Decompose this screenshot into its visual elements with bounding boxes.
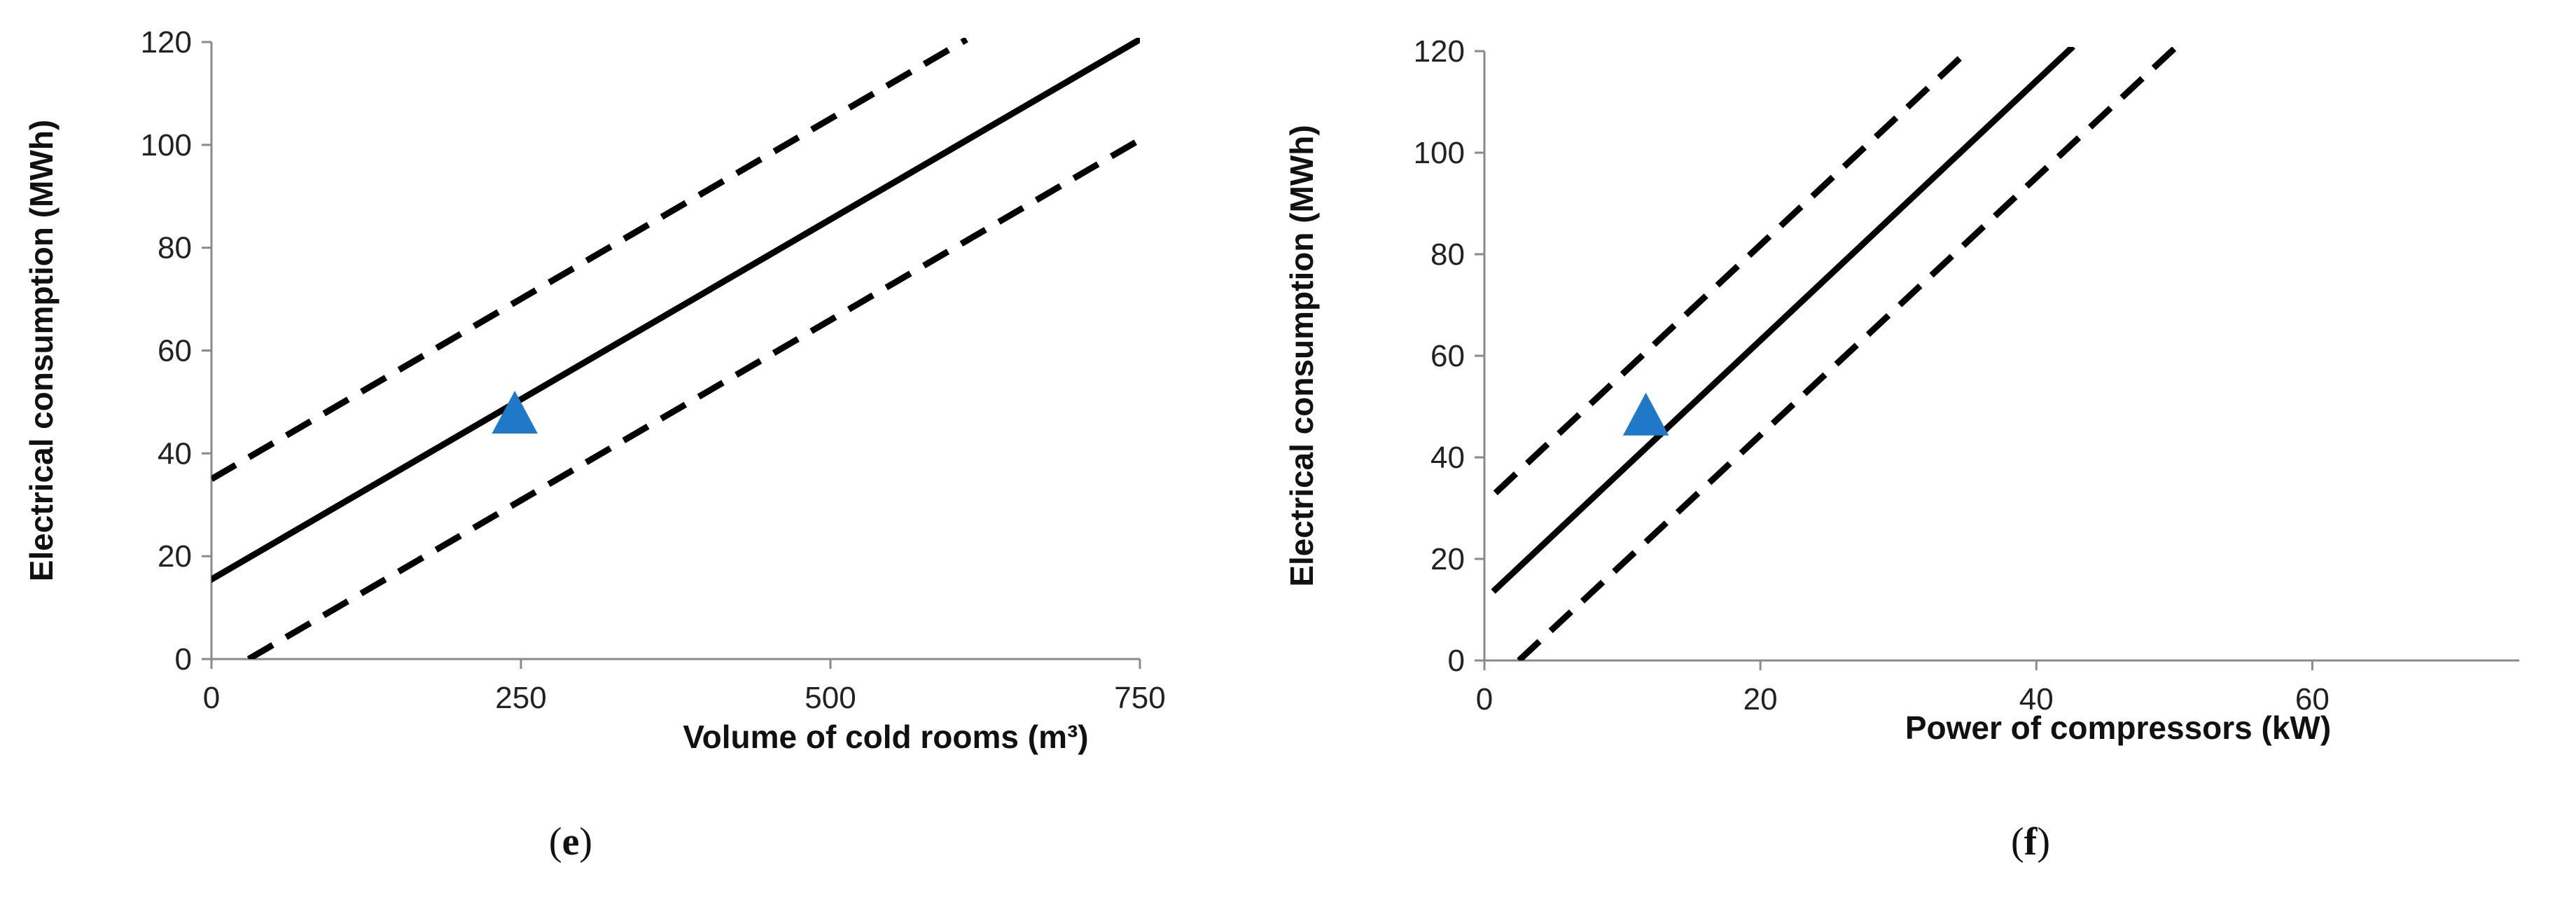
lower-bound-line	[1517, 47, 2177, 660]
y-axis-title: Electrical consumption (MWh)	[1283, 125, 1320, 586]
x-tick-label: 0	[1476, 682, 1493, 716]
panel-label: (e)	[549, 820, 592, 864]
x-tick-label: 250	[495, 681, 546, 715]
panel-label: (f)	[2011, 820, 2050, 864]
panel-label-letter: f	[2024, 820, 2038, 864]
y-tick-label: 60	[1430, 339, 1465, 373]
series-group	[211, 38, 1140, 659]
x-tick-label: 750	[1114, 681, 1165, 715]
y-tick-label: 0	[175, 642, 192, 677]
y-tick-label: 0	[1448, 644, 1465, 678]
y-tick-label: 40	[158, 436, 192, 471]
x-tick-label: 40	[2019, 682, 2054, 716]
data-point-triangle	[1622, 392, 1669, 436]
x-tick-label: 20	[1743, 682, 1778, 716]
chart-e: 0 20 40 60 80 100 120 0 250 500 750 Electrical cons…	[23, 25, 1166, 864]
y-tick-label: 20	[1430, 542, 1465, 576]
y-tick-label: 20	[158, 539, 192, 574]
regression-line	[1491, 47, 2075, 594]
series-group	[1491, 47, 2177, 660]
y-axis-title: Electrical consumption (MWh)	[23, 120, 60, 581]
y-tick-label: 60	[158, 334, 192, 368]
y-tick-label: 80	[158, 231, 192, 265]
y-tick-label: 40	[1430, 441, 1465, 475]
x-axis-title: Volume of cold rooms (m³)	[683, 719, 1088, 755]
y-tick-label: 80	[1430, 237, 1465, 272]
upper-bound-line	[1493, 47, 1972, 496]
regression-line	[211, 38, 1140, 583]
panel-label-letter: e	[562, 820, 580, 864]
data-point-triangle	[492, 390, 538, 434]
y-tick-label: 120	[1414, 34, 1465, 69]
y-tick-label: 100	[1414, 136, 1465, 170]
y-tick-label: 120	[141, 25, 192, 60]
upper-bound-line	[211, 38, 968, 482]
x-tick-label: 60	[2295, 682, 2330, 716]
x-tick-label: 500	[805, 681, 856, 715]
x-tick-label: 0	[203, 681, 220, 715]
x-axis-title: Power of compressors (kW)	[1905, 709, 2331, 746]
y-tick-label: 100	[141, 128, 192, 162]
lower-bound-line	[246, 137, 1140, 659]
chart-f: 0 20 40 60 80 100 120 0 20 40 60 Electrical consump…	[1283, 34, 2519, 864]
